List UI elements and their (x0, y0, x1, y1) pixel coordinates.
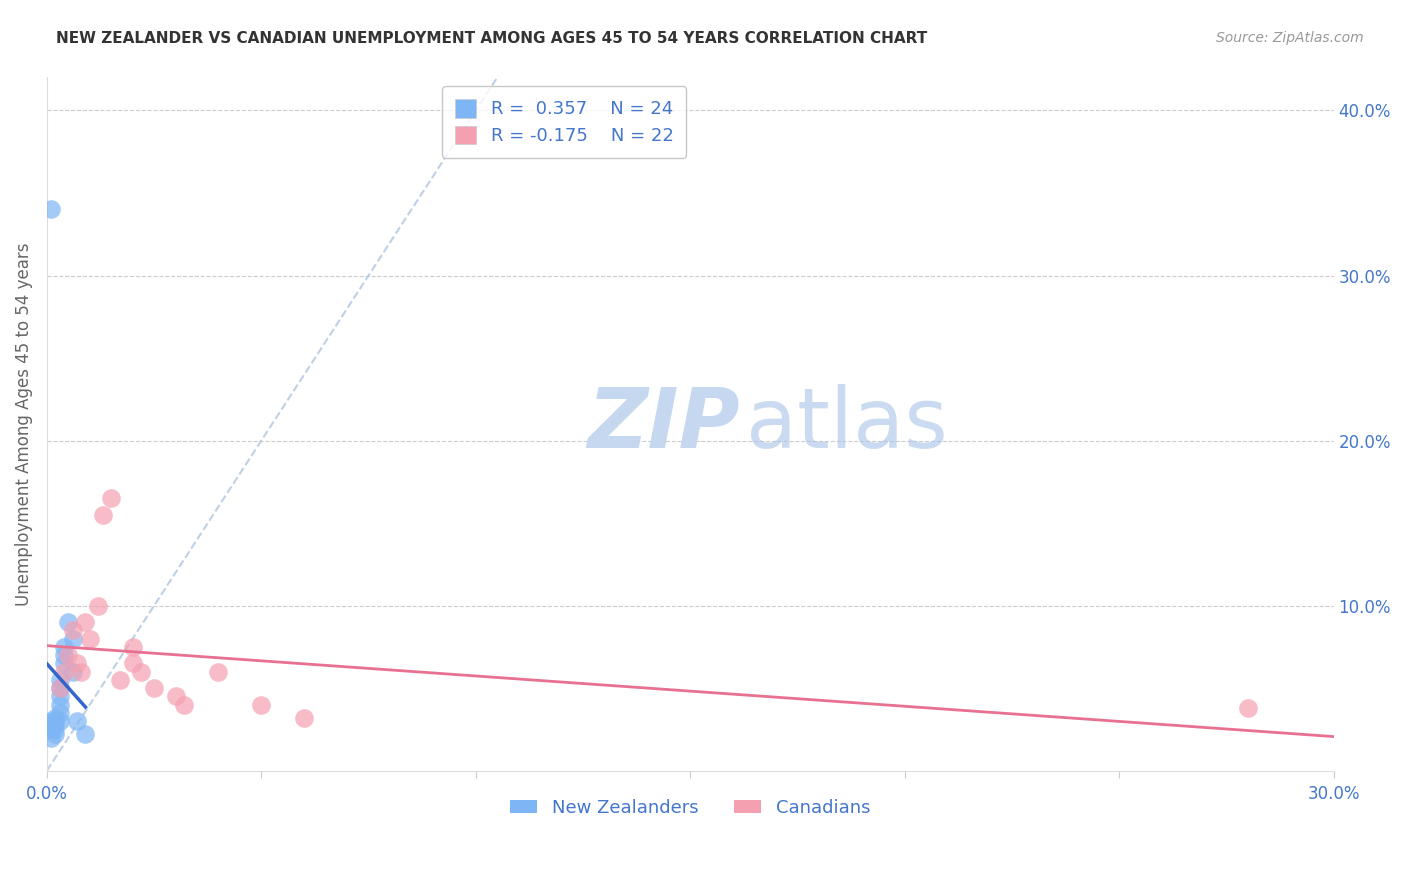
Point (53, 665, 76, 679)
Point (53, 648, 76, 662)
Point (91, 508, 114, 522)
Point (58, 615, 80, 629)
Point (39, 714, 62, 728)
Point (165, 690, 187, 704)
Legend: New Zealanders, Canadians: New Zealanders, Canadians (503, 791, 877, 824)
Text: NEW ZEALANDER VS CANADIAN UNEMPLOYMENT AMONG AGES 45 TO 54 YEARS CORRELATION CHA: NEW ZEALANDER VS CANADIAN UNEMPLOYMENT A… (56, 31, 928, 46)
Point (70, 665, 93, 679)
Point (75, 727, 97, 741)
Point (53, 657, 76, 671)
Point (79, 632, 101, 646)
Point (39, 723, 62, 737)
Point (44, 711, 66, 725)
Point (49, 706, 72, 720)
Point (62, 632, 84, 646)
Point (39, 202, 62, 217)
Point (44, 717, 66, 731)
Point (49, 681, 72, 695)
Point (292, 711, 315, 725)
Point (49, 681, 72, 695)
Point (100, 491, 122, 506)
Point (62, 624, 84, 638)
Point (49, 698, 72, 712)
Point (62, 665, 84, 679)
Point (39, 731, 62, 745)
Point (75, 615, 97, 629)
Point (53, 640, 76, 654)
Point (39, 717, 62, 731)
Point (87, 599, 110, 613)
Point (44, 727, 66, 741)
Point (49, 714, 72, 728)
Point (49, 673, 72, 687)
Point (108, 673, 131, 687)
Point (1237, 701, 1260, 715)
Point (250, 698, 273, 712)
Text: atlas: atlas (588, 384, 948, 465)
Text: ZIP: ZIP (588, 384, 740, 465)
Point (143, 681, 166, 695)
Point (58, 648, 80, 662)
Point (121, 640, 143, 654)
Point (66, 657, 89, 671)
Point (66, 714, 89, 728)
Point (49, 690, 72, 704)
Point (44, 723, 66, 737)
Point (121, 657, 143, 671)
Point (44, 714, 66, 728)
Point (173, 698, 195, 712)
Point (207, 665, 229, 679)
Text: Source: ZipAtlas.com: Source: ZipAtlas.com (1216, 31, 1364, 45)
Point (129, 665, 152, 679)
Y-axis label: Unemployment Among Ages 45 to 54 years: Unemployment Among Ages 45 to 54 years (15, 243, 32, 606)
